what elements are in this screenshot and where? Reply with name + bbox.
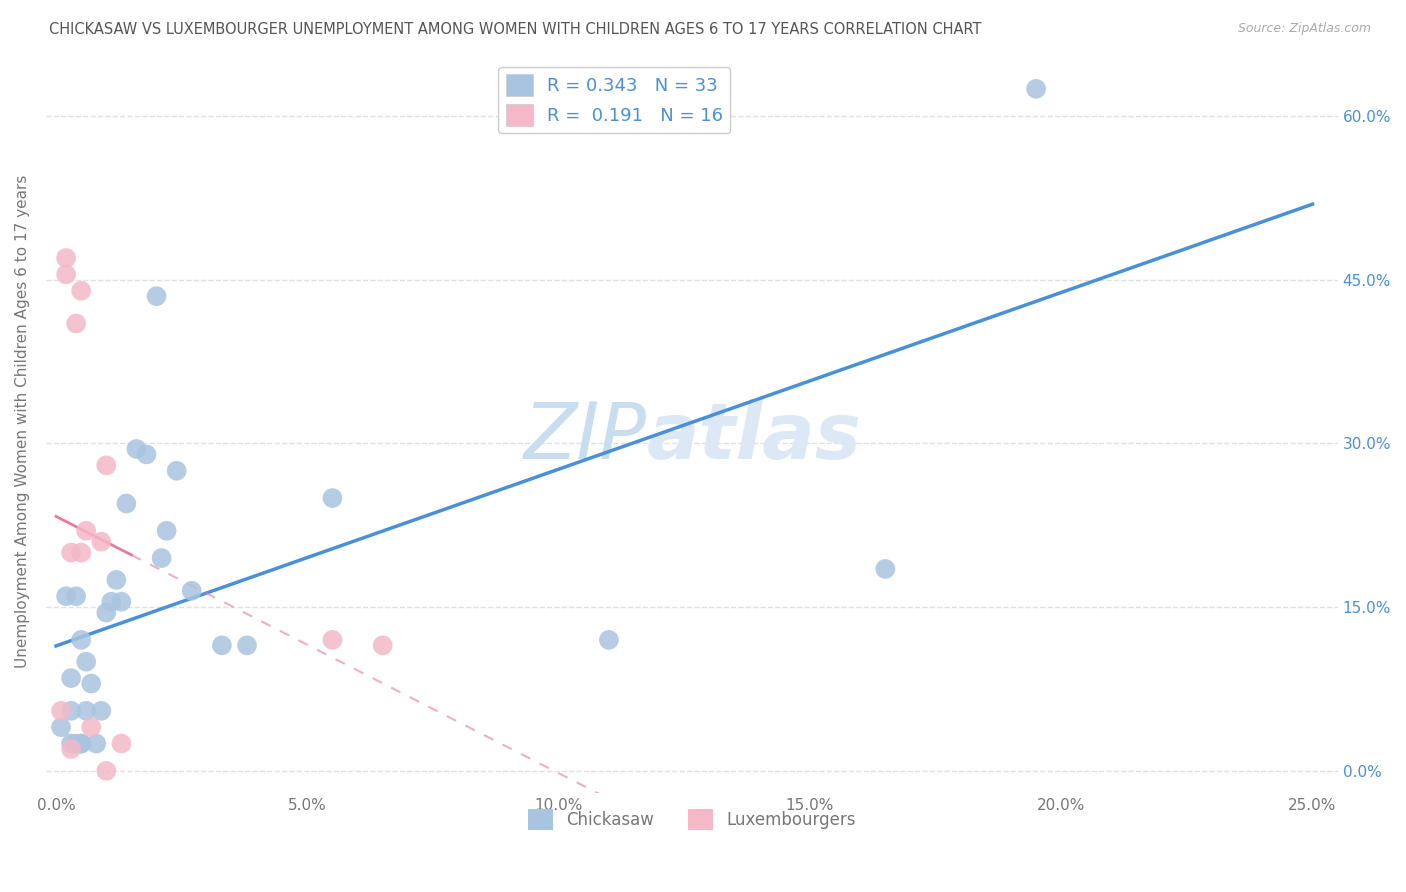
- Point: [321, 491, 343, 505]
- Point: [90, 534, 112, 549]
- Point: [1025, 82, 1047, 96]
- Text: ZIP: ZIP: [523, 399, 647, 475]
- Text: Source: ZipAtlas.com: Source: ZipAtlas.com: [1237, 22, 1371, 36]
- Point: [105, 573, 128, 587]
- Point: [598, 632, 620, 647]
- Point: [49, 720, 72, 734]
- Point: [80, 676, 103, 690]
- Point: [211, 638, 233, 652]
- Point: [96, 764, 118, 778]
- Point: [70, 546, 93, 560]
- Point: [100, 595, 122, 609]
- Text: atlas: atlas: [647, 399, 862, 475]
- Point: [55, 251, 77, 265]
- Point: [70, 284, 93, 298]
- Point: [60, 671, 83, 685]
- Point: [96, 606, 118, 620]
- Point: [166, 464, 188, 478]
- Point: [371, 638, 394, 652]
- Point: [65, 317, 87, 331]
- Point: [96, 458, 118, 473]
- Point: [60, 737, 83, 751]
- Point: [70, 737, 93, 751]
- Point: [60, 742, 83, 756]
- Point: [75, 704, 97, 718]
- Point: [49, 704, 72, 718]
- Point: [236, 638, 259, 652]
- Point: [135, 447, 157, 461]
- Point: [75, 655, 97, 669]
- Point: [60, 546, 83, 560]
- Point: [70, 737, 93, 751]
- Point: [150, 551, 173, 566]
- Point: [80, 720, 103, 734]
- Legend: Chickasaw, Luxembourgers: Chickasaw, Luxembourgers: [522, 803, 862, 837]
- Point: [180, 583, 202, 598]
- Point: [321, 632, 343, 647]
- Point: [60, 704, 83, 718]
- Point: [875, 562, 897, 576]
- Point: [145, 289, 167, 303]
- Point: [55, 589, 77, 603]
- Point: [55, 268, 77, 282]
- Point: [70, 632, 93, 647]
- Point: [75, 524, 97, 538]
- Point: [90, 704, 112, 718]
- Point: [65, 589, 87, 603]
- Point: [65, 737, 87, 751]
- Point: [84, 737, 107, 751]
- Point: [115, 496, 138, 510]
- Point: [110, 595, 132, 609]
- Y-axis label: Unemployment Among Women with Children Ages 6 to 17 years: Unemployment Among Women with Children A…: [15, 175, 30, 668]
- Point: [155, 524, 177, 538]
- Point: [125, 442, 148, 456]
- Point: [110, 737, 132, 751]
- Text: CHICKASAW VS LUXEMBOURGER UNEMPLOYMENT AMONG WOMEN WITH CHILDREN AGES 6 TO 17 YE: CHICKASAW VS LUXEMBOURGER UNEMPLOYMENT A…: [49, 22, 981, 37]
